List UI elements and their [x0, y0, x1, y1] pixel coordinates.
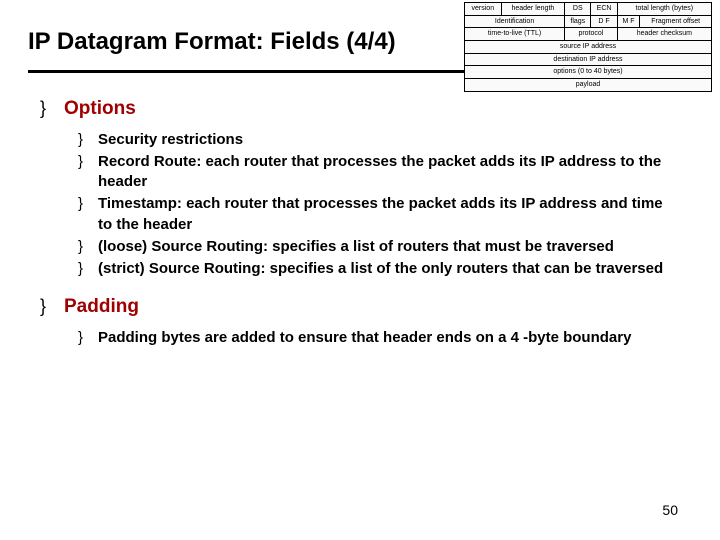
- ip-row-4: destination IP address: [465, 53, 712, 66]
- ip-row-2: time-to-live (TTL) protocol header check…: [465, 28, 712, 41]
- ip-cell: DS: [565, 3, 591, 16]
- ip-cell: source IP address: [465, 41, 712, 54]
- ip-cell: version: [465, 3, 502, 16]
- item-text: (loose) Source Routing: specifies a list…: [98, 237, 614, 257]
- item-text: Record Route: each router that processes…: [98, 152, 680, 193]
- bullet-icon: }: [78, 237, 98, 257]
- ip-row-5: options (0 to 40 bytes): [465, 66, 712, 79]
- options-list: } Security restrictions } Record Route: …: [40, 130, 690, 280]
- ip-cell: ECN: [591, 3, 617, 16]
- item-text: Security restrictions: [98, 130, 243, 150]
- list-item: } Padding bytes are added to ensure that…: [78, 328, 680, 348]
- item-text: Timestamp: each router that processes th…: [98, 194, 680, 235]
- ip-row-3: source IP address: [465, 41, 712, 54]
- bullet-icon: }: [40, 295, 64, 318]
- ip-cell: header length: [501, 3, 565, 16]
- bullet-icon: }: [40, 97, 64, 120]
- section-title-padding: Padding: [64, 295, 139, 320]
- list-item: } (strict) Source Routing: specifies a l…: [78, 259, 680, 279]
- list-item: } Record Route: each router that process…: [78, 152, 680, 193]
- list-item: } Timestamp: each router that processes …: [78, 194, 680, 235]
- bullet-icon: }: [78, 194, 98, 214]
- ip-cell: flags: [565, 15, 591, 28]
- ip-row-0: version header length DS ECN total lengt…: [465, 3, 712, 16]
- ip-cell: Fragment offset: [640, 15, 712, 28]
- ip-cell: payload: [465, 79, 712, 92]
- bullet-icon: }: [78, 130, 98, 150]
- ip-cell: total length (bytes): [617, 3, 711, 16]
- bullet-icon: }: [78, 328, 98, 348]
- ip-cell: options (0 to 40 bytes): [465, 66, 712, 79]
- ip-cell: M F: [617, 15, 640, 28]
- ip-cell: D F: [591, 15, 617, 28]
- bullet-icon: }: [78, 259, 98, 279]
- section-padding-header: } Padding: [40, 295, 690, 320]
- ip-header-diagram: version header length DS ECN total lengt…: [464, 2, 712, 92]
- ip-cell: time-to-live (TTL): [465, 28, 565, 41]
- section-title-options: Options: [64, 97, 136, 122]
- ip-cell: destination IP address: [465, 53, 712, 66]
- ip-cell: header checksum: [617, 28, 711, 41]
- bullet-icon: }: [78, 152, 98, 172]
- ip-row-1: Identification flags D F M F Fragment of…: [465, 15, 712, 28]
- section-options-header: } Options: [40, 97, 690, 122]
- ip-row-6: payload: [465, 79, 712, 92]
- item-text: (strict) Source Routing: specifies a lis…: [98, 259, 663, 279]
- ip-cell: Identification: [465, 15, 565, 28]
- ip-cell: protocol: [565, 28, 618, 41]
- page-number: 50: [662, 502, 678, 518]
- item-text: Padding bytes are added to ensure that h…: [98, 328, 631, 348]
- content-area: } Options } Security restrictions } Reco…: [0, 73, 720, 348]
- padding-list: } Padding bytes are added to ensure that…: [40, 328, 690, 348]
- list-item: } Security restrictions: [78, 130, 680, 150]
- list-item: } (loose) Source Routing: specifies a li…: [78, 237, 680, 257]
